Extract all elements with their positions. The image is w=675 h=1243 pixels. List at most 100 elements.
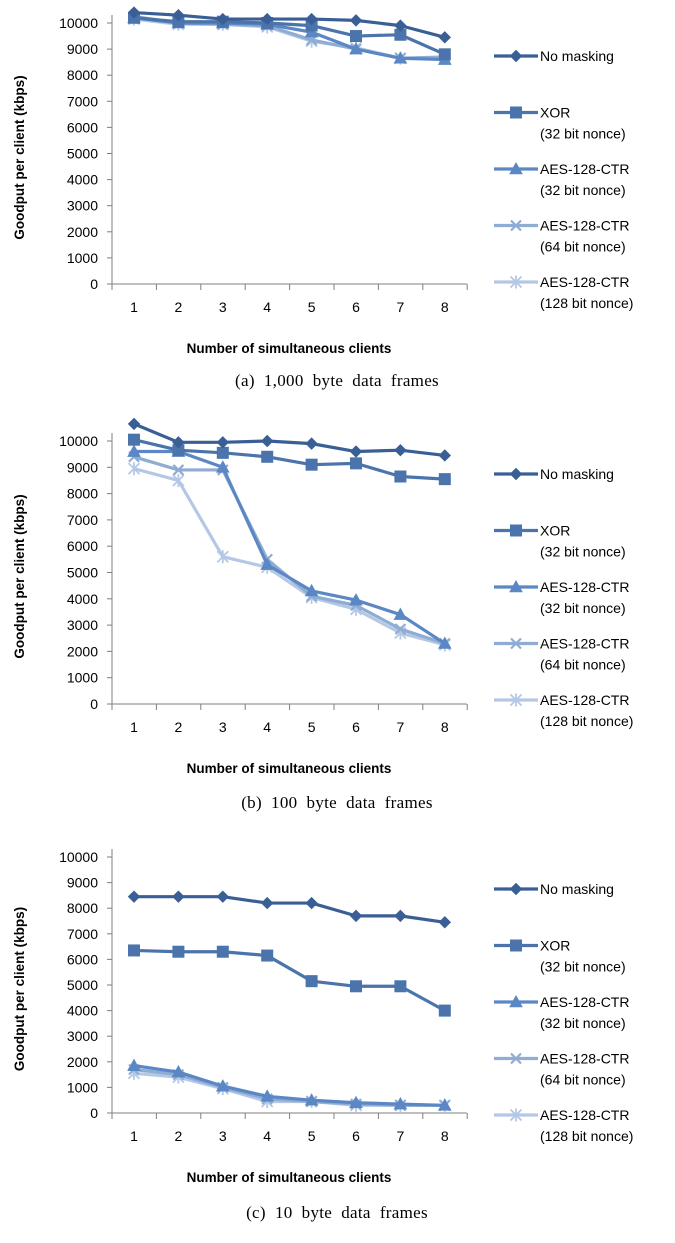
legend-entry: AES-128-CTR (64 bit nonce)	[494, 218, 629, 255]
legend-label: AES-128-CTR	[540, 1107, 629, 1123]
y-tick-label: 7000	[67, 926, 98, 942]
y-tick-label: 8000	[67, 486, 98, 502]
legend-marker	[510, 106, 522, 119]
x-tick-label: 5	[308, 719, 316, 735]
x-tick-label: 5	[308, 299, 316, 315]
legend-label: No masking	[540, 881, 614, 897]
legend-entry: AES-128-CTR (32 bit nonce)	[494, 579, 629, 616]
y-tick-label: 8000	[67, 900, 98, 916]
y-tick-label: 10000	[59, 849, 98, 865]
legend-label: XOR	[540, 938, 570, 954]
data-point	[127, 1058, 141, 1071]
legend-label: No masking	[540, 466, 614, 482]
series-0	[127, 417, 452, 462]
x-axis-title: Number of simultaneous clients	[187, 341, 392, 356]
legend-label: XOR	[540, 523, 570, 539]
y-tick-label: 8000	[67, 67, 98, 83]
legend-marker	[509, 275, 523, 289]
data-point	[172, 436, 185, 449]
y-tick-label: 7000	[67, 93, 98, 109]
data-point	[260, 896, 274, 910]
chart-panel-a: 0 1000 2000 3000 4000 5000 6000 7000 8000 9000 100…	[12, 6, 633, 390]
x-tick-label: 2	[175, 299, 183, 315]
legend-marker	[509, 882, 523, 896]
x-axis-title: Number of simultaneous clients	[187, 1170, 392, 1185]
data-point	[393, 51, 408, 64]
x-tick-label: 3	[219, 1128, 227, 1144]
legend-marker	[509, 579, 523, 593]
legend-entry: No masking	[494, 48, 614, 64]
data-point	[394, 980, 407, 993]
data-point	[216, 436, 230, 449]
data-point	[438, 31, 452, 44]
y-tick-label: 1000	[67, 670, 98, 686]
y-tick-label: 6000	[67, 119, 98, 135]
legend-label: AES-128-CTR	[540, 274, 629, 290]
series-2	[127, 1058, 452, 1111]
legend-marker	[510, 1052, 522, 1065]
data-point	[394, 909, 407, 923]
data-point	[393, 607, 408, 620]
y-axis-title: Goodput per client (kbps)	[12, 494, 27, 658]
data-point	[394, 623, 407, 635]
data-point	[172, 890, 185, 903]
data-point	[260, 1089, 275, 1102]
data-point	[304, 1093, 319, 1106]
y-tick-label: 4000	[67, 591, 98, 607]
y-tick-label: 9000	[67, 41, 98, 57]
data-point	[305, 437, 318, 450]
legend-label: (64 bit nonce)	[540, 239, 626, 255]
legend-entry: AES-128-CTR (32 bit nonce)	[494, 994, 629, 1031]
x-tick-label: 2	[175, 1128, 183, 1144]
x-tick-label: 7	[397, 299, 405, 315]
data-point	[172, 464, 185, 476]
series-1	[128, 944, 451, 1017]
data-point	[394, 470, 407, 483]
data-point	[349, 14, 363, 27]
legend-label: (32 bit nonce)	[540, 600, 626, 616]
y-axis-title: Goodput per client (kbps)	[12, 907, 27, 1071]
legend-label: (128 bit nonce)	[540, 713, 633, 729]
data-point	[172, 8, 185, 22]
legend-marker	[509, 1108, 523, 1122]
y-tick-label: 4000	[67, 1003, 98, 1019]
y-axis-title: Goodput per client (kbps)	[12, 75, 27, 239]
series-line	[133, 10, 446, 39]
data-point	[127, 6, 141, 19]
data-point	[127, 462, 141, 476]
legend-label: AES-128-CTR	[540, 161, 629, 177]
x-tick-label: 3	[219, 719, 227, 735]
data-point	[172, 945, 185, 958]
x-tick-label: 8	[441, 719, 449, 735]
x-tick-label: 7	[397, 1128, 405, 1144]
legend-label: (128 bit nonce)	[540, 1128, 633, 1144]
figure-caption: (c) 10 byte data frames	[246, 1203, 428, 1222]
data-point	[394, 443, 407, 457]
data-point	[216, 945, 229, 958]
legend-label: (32 bit nonce)	[540, 959, 626, 975]
data-point	[438, 1004, 451, 1017]
y-tick-label: 0	[90, 696, 98, 712]
legend-marker	[510, 939, 522, 952]
legend-entry: AES-128-CTR (128 bit nonce)	[494, 1107, 633, 1144]
chart-panel-b: 0 1000 2000 3000 4000 5000 6000 7000 8000 9000 100…	[12, 417, 633, 812]
series-line	[133, 422, 445, 458]
data-point	[128, 944, 140, 957]
legend-marker	[509, 49, 523, 63]
y-tick-label: 3000	[67, 617, 98, 633]
legend-label: (64 bit nonce)	[540, 657, 626, 673]
series-line	[134, 895, 446, 924]
data-point	[438, 916, 452, 929]
x-tick-label: 6	[352, 1128, 360, 1144]
y-tick-label: 5000	[67, 146, 98, 162]
x-tick-label: 8	[441, 299, 449, 315]
chart-panel-c: 0 1000 2000 3000 4000 5000 6000 7000 8000 9000 100…	[12, 849, 633, 1222]
legend-entry: AES-128-CTR (64 bit nonce)	[494, 1051, 629, 1088]
data-point	[216, 12, 230, 26]
data-point	[349, 42, 363, 55]
legend-label: (32 bit nonce)	[540, 182, 626, 198]
legend-marker	[510, 219, 522, 232]
series-line	[133, 16, 446, 56]
data-point	[216, 550, 229, 564]
